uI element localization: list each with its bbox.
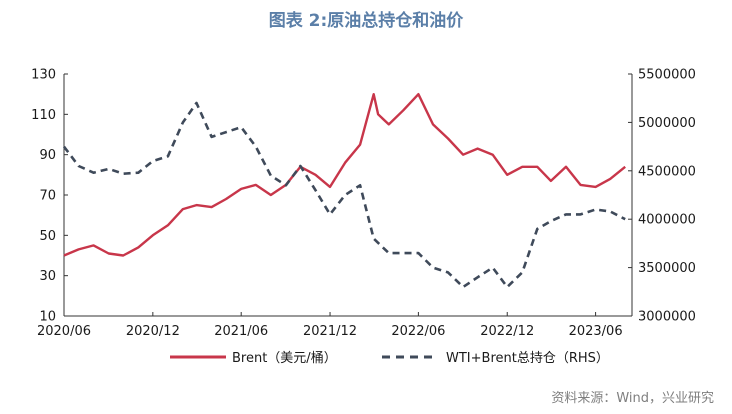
legend-label-0: Brent（美元/桶）	[232, 351, 337, 366]
x-tick-label: 2020/12	[126, 324, 180, 339]
series-line-1	[62, 101, 626, 289]
axes: 130 110 90 70 50 30 10 5500000 5000000 4500000 400…	[31, 68, 696, 340]
x-tick-label: 2021/12	[303, 324, 357, 339]
legend-label-1: WTI+Brent总持仓（RHS）	[446, 351, 609, 366]
series-line-0	[63, 92, 626, 257]
right-tick-label: 3000000	[638, 310, 696, 325]
left-tick-label: 90	[39, 148, 56, 163]
series-lines	[62, 92, 626, 289]
x-tick-label: 2021/06	[214, 324, 268, 339]
chart-title: 图表 2:原油总持仓和油价	[268, 11, 464, 31]
left-tick-label: 10	[39, 310, 56, 325]
right-tick-label: 3500000	[638, 261, 696, 276]
right-tick-label: 4500000	[638, 164, 696, 179]
x-tick-label: 2023/06	[569, 324, 623, 339]
right-tick-label: 4000000	[638, 213, 696, 228]
x-tick-label: 2020/06	[37, 324, 91, 339]
x-tick-label: 2022/06	[391, 324, 445, 339]
left-tick-label: 30	[39, 269, 56, 284]
left-tick-label: 50	[39, 229, 56, 244]
legend: Brent（美元/桶） WTI+Brent总持仓（RHS）	[170, 351, 609, 366]
right-tick-label: 5000000	[638, 116, 696, 131]
source-note: 资料来源：Wind，兴业研究	[551, 391, 714, 406]
left-tick-label: 130	[31, 68, 56, 83]
right-tick-label: 5500000	[638, 68, 696, 83]
left-tick-label: 70	[39, 189, 56, 204]
left-tick-label: 110	[31, 108, 56, 123]
x-tick-label: 2022/12	[480, 324, 534, 339]
